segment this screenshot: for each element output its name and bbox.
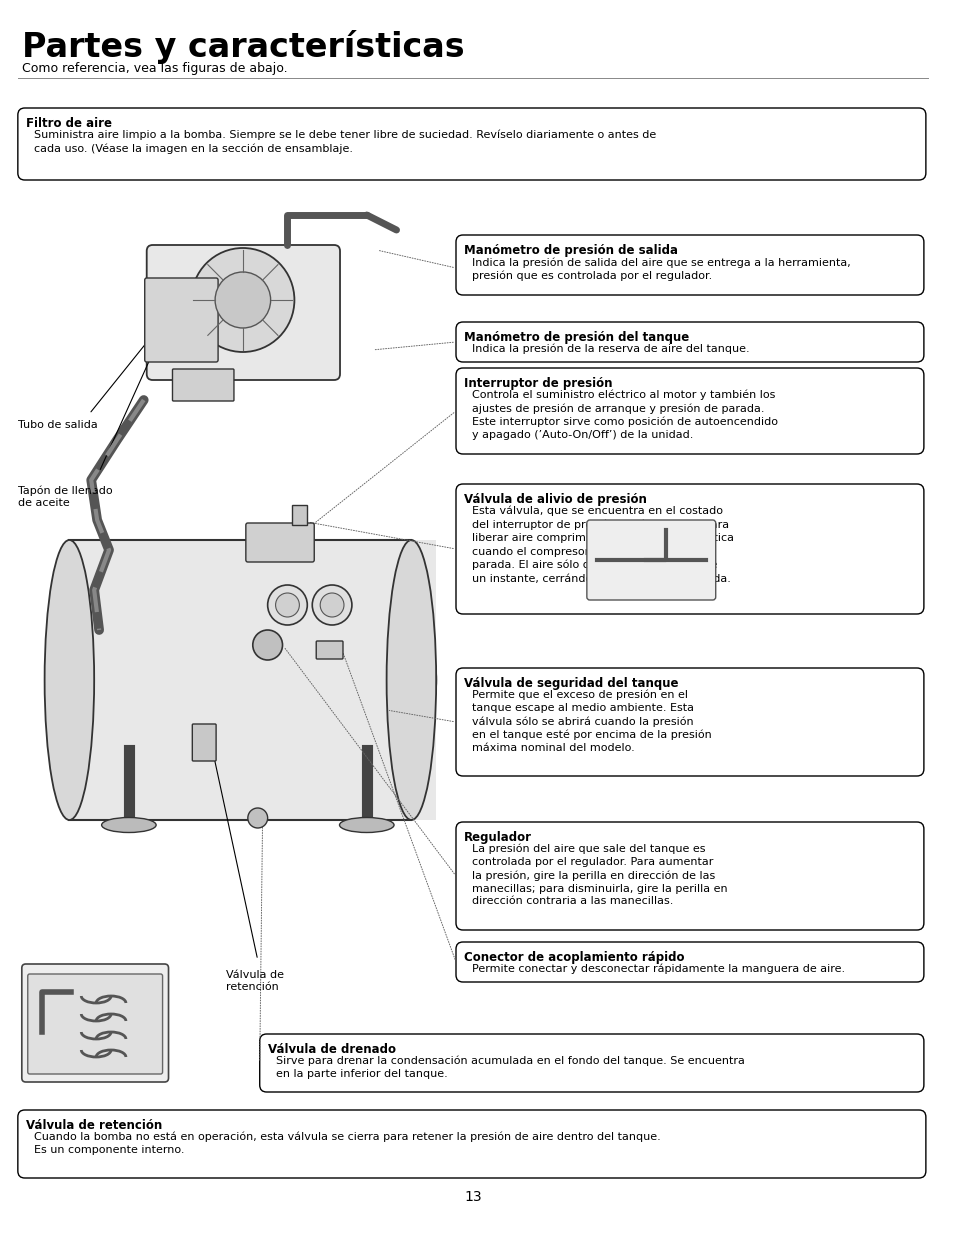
FancyBboxPatch shape	[193, 724, 216, 761]
Circle shape	[268, 585, 307, 625]
Circle shape	[320, 593, 344, 618]
FancyBboxPatch shape	[172, 370, 233, 401]
Ellipse shape	[339, 817, 394, 832]
Text: Sirve para drenar la condensación acumulada en el fondo del tanque. Se encuentra: Sirve para drenar la condensación acumul…	[275, 1056, 743, 1079]
Text: Indica la presión de salida del aire que se entrega a la herramienta,
presión qu: Indica la presión de salida del aire que…	[472, 257, 850, 281]
Text: Válvula de alivio de presión: Válvula de alivio de presión	[463, 494, 646, 506]
Bar	[70, 539, 436, 820]
FancyBboxPatch shape	[18, 1110, 925, 1178]
FancyBboxPatch shape	[456, 368, 923, 454]
Bar	[293, 505, 307, 525]
Text: Controla el suministro eléctrico al motor y también los
ajustes de presión de ar: Controla el suministro eléctrico al moto…	[472, 391, 777, 440]
FancyBboxPatch shape	[22, 963, 169, 1083]
FancyBboxPatch shape	[456, 236, 923, 295]
Ellipse shape	[70, 539, 436, 820]
FancyBboxPatch shape	[456, 322, 923, 362]
FancyBboxPatch shape	[315, 641, 343, 658]
Circle shape	[253, 630, 282, 660]
FancyBboxPatch shape	[586, 520, 715, 600]
Text: Partes y características: Partes y características	[22, 30, 464, 64]
Text: Regulador: Regulador	[463, 831, 532, 844]
Text: Válvula de drenado: Válvula de drenado	[268, 1043, 395, 1056]
Ellipse shape	[102, 817, 156, 832]
Circle shape	[192, 248, 294, 352]
FancyBboxPatch shape	[18, 108, 925, 180]
Text: Conector de acoplamiento rápido: Conector de acoplamiento rápido	[463, 951, 683, 963]
Text: 13: 13	[463, 1190, 481, 1204]
Text: Interruptor de presión: Interruptor de presión	[463, 377, 612, 391]
Text: La presión del aire que sale del tanque es
controlada por el regulador. Para aum: La presión del aire que sale del tanque …	[472, 844, 727, 906]
Circle shape	[275, 593, 299, 618]
Text: Manómetro de presión de salida: Manómetro de presión de salida	[463, 244, 678, 257]
Ellipse shape	[45, 539, 94, 820]
Text: Manómetro de presión del tanque: Manómetro de presión del tanque	[463, 331, 688, 343]
Text: Filtro de aire: Filtro de aire	[26, 117, 112, 130]
FancyBboxPatch shape	[147, 246, 339, 379]
Text: Suministra aire limpio a la bomba. Siempre se le debe tener libre de suciedad. R: Suministra aire limpio a la bomba. Siemp…	[33, 130, 656, 154]
FancyBboxPatch shape	[456, 942, 923, 982]
Text: Visor de aceite: Visor de aceite	[22, 1048, 105, 1058]
Circle shape	[248, 808, 268, 828]
Ellipse shape	[386, 539, 436, 820]
FancyBboxPatch shape	[456, 822, 923, 930]
Text: Cuando la bomba no está en operación, esta válvula se cierra para retener la pre: Cuando la bomba no está en operación, es…	[33, 1132, 659, 1156]
Circle shape	[312, 585, 352, 625]
Text: Indica la presión de la reserva de aire del tanque.: Indica la presión de la reserva de aire …	[472, 343, 749, 355]
Text: Permite que el exceso de presión en el
tanque escape al medio ambiente. Esta
vál: Permite que el exceso de presión en el t…	[472, 689, 711, 753]
Text: Válvula de retención: Válvula de retención	[26, 1118, 162, 1132]
Text: Esta válvula, que se encuentra en el costado
del interruptor de presión, está di: Esta válvula, que se encuentra en el cos…	[472, 506, 733, 584]
FancyBboxPatch shape	[145, 278, 218, 362]
FancyBboxPatch shape	[28, 973, 162, 1074]
Text: Tapón de llenado
de aceite: Tapón de llenado de aceite	[18, 485, 112, 508]
Text: Válvula de seguridad del tanque: Válvula de seguridad del tanque	[463, 677, 678, 689]
Circle shape	[214, 272, 271, 329]
Text: Válvula de
retención: Válvula de retención	[226, 970, 284, 992]
Text: Como referencia, vea las figuras de abajo.: Como referencia, vea las figuras de abaj…	[22, 62, 287, 74]
FancyBboxPatch shape	[456, 484, 923, 614]
FancyBboxPatch shape	[246, 523, 314, 562]
Text: Permite conectar y desconectar rápidamente la manguera de aire.: Permite conectar y desconectar rápidamen…	[472, 963, 844, 975]
Text: Tubo de salida: Tubo de salida	[18, 420, 97, 430]
FancyBboxPatch shape	[259, 1034, 923, 1092]
FancyBboxPatch shape	[456, 668, 923, 776]
